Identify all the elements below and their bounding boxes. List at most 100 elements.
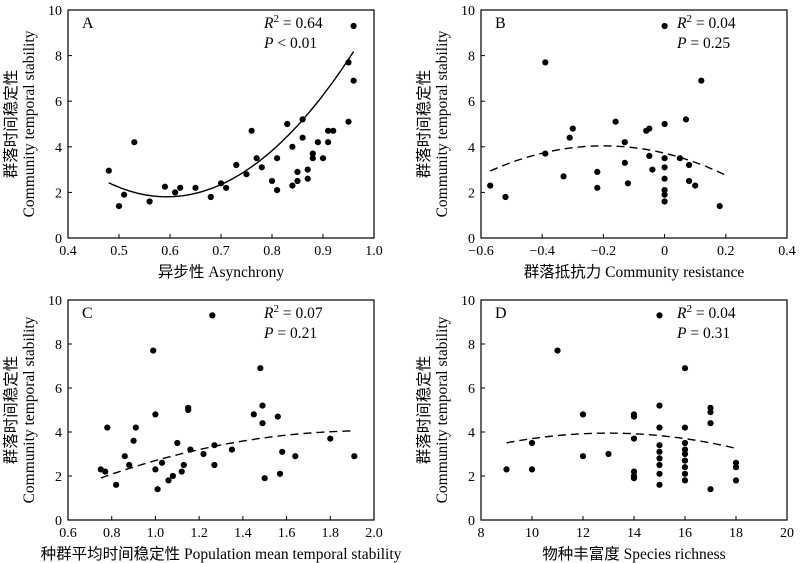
data-point xyxy=(707,486,714,493)
data-point xyxy=(207,193,214,201)
y-tick-label: 6 xyxy=(55,95,62,110)
r-squared-superscript: 2 xyxy=(686,303,692,315)
data-point xyxy=(279,448,286,455)
x-tick-label: 14 xyxy=(627,526,641,541)
data-point xyxy=(319,155,327,162)
r-squared-value: = 0.04 xyxy=(692,15,736,32)
data-point xyxy=(716,203,723,210)
data-point xyxy=(105,167,112,174)
data-point xyxy=(579,411,587,418)
data-point xyxy=(259,402,266,409)
y-tick-label: 0 xyxy=(55,232,62,247)
r-squared-value: = 0.64 xyxy=(279,15,323,32)
x-tick-label: 1.0 xyxy=(365,244,383,259)
data-point xyxy=(158,459,166,466)
data-point xyxy=(656,470,663,477)
r-squared-value: = 0.07 xyxy=(279,305,323,322)
data-point xyxy=(656,448,663,455)
data-point xyxy=(152,466,159,473)
data-point xyxy=(233,161,240,169)
x-tick-label: −0.2 xyxy=(591,244,616,259)
data-point xyxy=(161,183,168,190)
x-tick-label: 0 xyxy=(661,244,668,259)
data-point xyxy=(261,475,268,482)
data-point xyxy=(560,173,567,180)
data-point xyxy=(630,475,638,482)
data-point xyxy=(646,152,653,159)
x-tick-label: 2.0 xyxy=(365,526,383,541)
data-point xyxy=(289,143,296,150)
data-point xyxy=(200,450,207,458)
data-point xyxy=(681,439,689,447)
data-point xyxy=(243,171,250,178)
data-point xyxy=(681,424,689,431)
r-squared-symbol: R xyxy=(263,15,274,32)
y-tick-label: 2 xyxy=(468,470,475,485)
data-point xyxy=(209,312,216,319)
data-point xyxy=(594,184,601,191)
data-point xyxy=(121,453,128,460)
r-squared-symbol: R xyxy=(676,15,687,32)
x-tick-label: −0.4 xyxy=(529,244,554,259)
data-point xyxy=(304,166,311,173)
p-value-symbol: P xyxy=(263,325,274,342)
data-point xyxy=(681,477,689,484)
data-point xyxy=(661,155,668,162)
data-point xyxy=(732,464,740,471)
y-tick-label: 10 xyxy=(461,4,475,19)
x-axis-label: 群落抵抗力 Community resistance xyxy=(524,263,745,281)
data-point xyxy=(502,193,509,201)
p-value-symbol: P xyxy=(676,325,687,342)
y-axis-label-en: Community temporal stability xyxy=(434,30,451,217)
data-point xyxy=(126,461,133,469)
data-point xyxy=(656,481,663,488)
data-point xyxy=(132,424,139,431)
p-value-symbol: P xyxy=(676,35,687,52)
data-point xyxy=(661,191,668,198)
p-value-value: = 0.31 xyxy=(686,325,730,342)
data-point xyxy=(630,435,638,442)
data-point xyxy=(707,420,714,427)
data-point xyxy=(330,127,337,134)
data-point xyxy=(169,472,176,480)
x-tick-label: 0.2 xyxy=(717,244,735,259)
data-point xyxy=(327,435,334,442)
data-point xyxy=(661,175,668,182)
data-point xyxy=(661,187,668,194)
fit-curve xyxy=(489,145,727,176)
data-point xyxy=(165,477,172,484)
data-point xyxy=(681,446,689,453)
data-point xyxy=(258,164,265,171)
x-tick-label: 8 xyxy=(478,526,485,541)
plot-frame xyxy=(480,9,788,239)
y-tick-label: 10 xyxy=(48,4,62,19)
data-point xyxy=(594,168,601,175)
data-point xyxy=(115,203,123,210)
r-squared-superscript: 2 xyxy=(686,13,692,25)
data-point xyxy=(612,118,619,125)
data-point xyxy=(345,59,352,66)
data-point xyxy=(692,182,699,189)
r-squared-value: = 0.04 xyxy=(692,305,736,322)
y-tick-label: 8 xyxy=(55,338,62,353)
data-point xyxy=(211,442,218,449)
data-point xyxy=(131,139,138,146)
y-tick-label: 10 xyxy=(461,294,475,309)
data-point xyxy=(656,455,663,462)
x-tick-label: 0.6 xyxy=(161,244,179,259)
p-value-value: = 0.25 xyxy=(686,35,730,52)
y-tick-label: 4 xyxy=(55,426,62,441)
data-point xyxy=(223,184,230,191)
data-point xyxy=(177,184,184,191)
y-axis-label-cn: 群落时间稳定性 xyxy=(2,70,20,179)
data-point xyxy=(686,161,693,169)
x-tick-label: 0.9 xyxy=(314,244,332,259)
r-squared-superscript: 2 xyxy=(273,303,279,315)
data-point xyxy=(309,150,316,157)
p-value-stat: P = 0.25 xyxy=(676,35,730,52)
data-point xyxy=(217,180,225,187)
r-squared-superscript: 2 xyxy=(273,13,279,25)
x-axis-label: 种群平均时间稳定性 Population mean temporal stabi… xyxy=(41,545,402,563)
data-point xyxy=(656,442,663,449)
data-point xyxy=(257,365,264,372)
